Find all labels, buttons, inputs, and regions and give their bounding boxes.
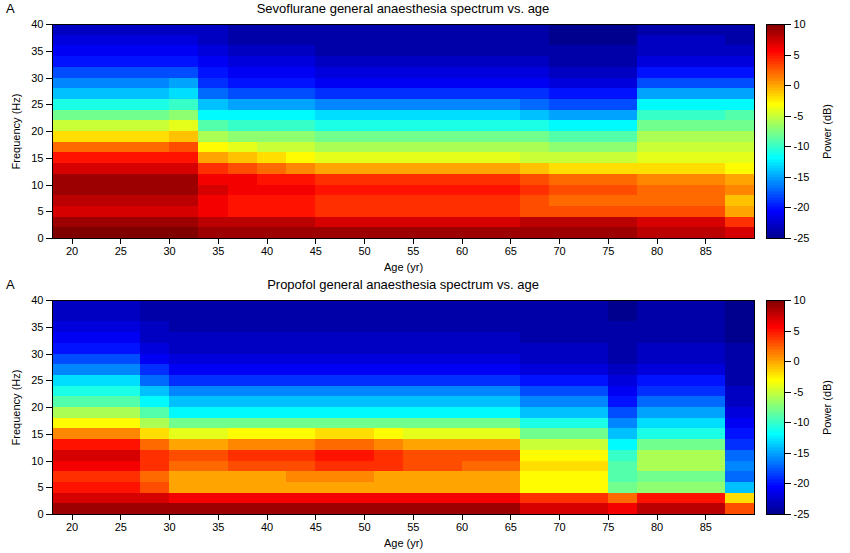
svg-text:20: 20 bbox=[66, 521, 78, 533]
svg-text:35: 35 bbox=[212, 245, 224, 257]
svg-text:0: 0 bbox=[794, 355, 800, 367]
svg-text:40: 40 bbox=[31, 18, 43, 30]
svg-text:-10: -10 bbox=[794, 416, 810, 428]
svg-text:5: 5 bbox=[37, 481, 43, 493]
svg-text:60: 60 bbox=[456, 521, 468, 533]
svg-text:5: 5 bbox=[37, 205, 43, 217]
svg-text:85: 85 bbox=[700, 521, 712, 533]
svg-text:20: 20 bbox=[31, 401, 43, 413]
svg-text:40: 40 bbox=[261, 245, 273, 257]
svg-text:10: 10 bbox=[794, 294, 806, 306]
svg-text:40: 40 bbox=[31, 294, 43, 306]
svg-text:20: 20 bbox=[66, 245, 78, 257]
svg-text:75: 75 bbox=[602, 245, 614, 257]
svg-text:85: 85 bbox=[700, 245, 712, 257]
svg-text:-10: -10 bbox=[794, 140, 810, 152]
svg-text:70: 70 bbox=[553, 245, 565, 257]
svg-text:15: 15 bbox=[31, 152, 43, 164]
svg-text:-25: -25 bbox=[794, 508, 810, 520]
svg-text:50: 50 bbox=[358, 245, 370, 257]
svg-text:-25: -25 bbox=[794, 232, 810, 244]
svg-text:35: 35 bbox=[212, 521, 224, 533]
svg-text:35: 35 bbox=[31, 321, 43, 333]
svg-text:25: 25 bbox=[115, 245, 127, 257]
svg-text:65: 65 bbox=[505, 245, 517, 257]
svg-text:Age (yr): Age (yr) bbox=[384, 537, 423, 549]
svg-text:20: 20 bbox=[31, 125, 43, 137]
svg-text:Age (yr): Age (yr) bbox=[384, 261, 423, 273]
svg-text:10: 10 bbox=[794, 18, 806, 30]
html-text:A: A bbox=[6, 1, 15, 16]
svg-text:55: 55 bbox=[407, 245, 419, 257]
html-text:Propofol general anaesthesia s: Propofol general anaesthesia spectrum vs… bbox=[267, 277, 539, 292]
svg-text:30: 30 bbox=[31, 72, 43, 84]
svg-text:55: 55 bbox=[407, 521, 419, 533]
svg-text:25: 25 bbox=[31, 98, 43, 110]
svg-text:5: 5 bbox=[794, 49, 800, 61]
svg-text:45: 45 bbox=[310, 245, 322, 257]
svg-text:Power (dB): Power (dB) bbox=[821, 380, 833, 435]
svg-text:30: 30 bbox=[163, 245, 175, 257]
svg-text:Frequency (Hz): Frequency (Hz) bbox=[10, 94, 22, 170]
svg-text:10: 10 bbox=[31, 455, 43, 467]
svg-text:5: 5 bbox=[794, 325, 800, 337]
svg-text:0: 0 bbox=[37, 508, 43, 520]
html-text:Sevoflurane general anaesthesi: Sevoflurane general anaesthesia spectrum… bbox=[256, 1, 550, 16]
svg-text:30: 30 bbox=[163, 521, 175, 533]
svg-text:25: 25 bbox=[115, 521, 127, 533]
svg-text:-5: -5 bbox=[794, 386, 804, 398]
svg-text:15: 15 bbox=[31, 428, 43, 440]
svg-text:10: 10 bbox=[31, 179, 43, 191]
svg-text:-15: -15 bbox=[794, 447, 810, 459]
svg-text:0: 0 bbox=[37, 232, 43, 244]
svg-text:-20: -20 bbox=[794, 477, 810, 489]
svg-text:80: 80 bbox=[651, 245, 663, 257]
svg-text:Power (dB): Power (dB) bbox=[821, 104, 833, 159]
svg-text:75: 75 bbox=[602, 521, 614, 533]
svg-text:25: 25 bbox=[31, 374, 43, 386]
svg-text:-15: -15 bbox=[794, 171, 810, 183]
svg-text:70: 70 bbox=[553, 521, 565, 533]
svg-text:45: 45 bbox=[310, 521, 322, 533]
html-text:A: A bbox=[6, 277, 15, 292]
svg-text:65: 65 bbox=[505, 521, 517, 533]
svg-text:60: 60 bbox=[456, 245, 468, 257]
svg-text:-5: -5 bbox=[794, 110, 804, 122]
svg-text:50: 50 bbox=[358, 521, 370, 533]
svg-text:30: 30 bbox=[31, 348, 43, 360]
svg-text:-20: -20 bbox=[794, 201, 810, 213]
svg-text:0: 0 bbox=[794, 79, 800, 91]
svg-text:80: 80 bbox=[651, 521, 663, 533]
svg-text:35: 35 bbox=[31, 45, 43, 57]
svg-text:Frequency (Hz): Frequency (Hz) bbox=[10, 370, 22, 446]
svg-text:40: 40 bbox=[261, 521, 273, 533]
